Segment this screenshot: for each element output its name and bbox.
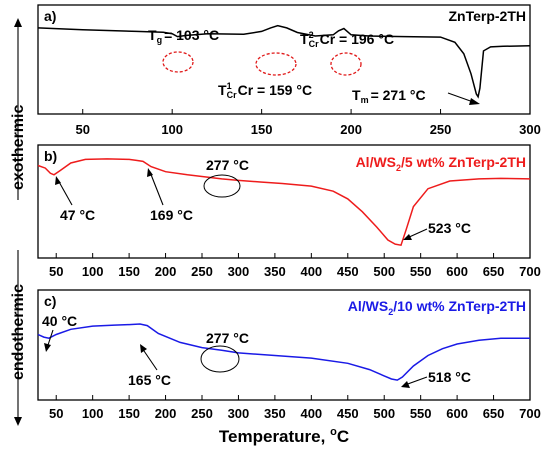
panel-b-169-annotation: 169 °C (150, 207, 193, 223)
panel-b-523-arrow (406, 228, 428, 239)
x-tick-label: 600 (446, 406, 468, 421)
x-tick-label: 350 (264, 406, 286, 421)
x-tick-label: 200 (155, 264, 177, 279)
x-tick-label: 150 (118, 264, 140, 279)
panel-b-277-circle (203, 174, 241, 198)
x-tick-label: 100 (161, 122, 183, 137)
panel-b-47-annotation: 47 °C (60, 207, 95, 223)
panel-c-label: c) (44, 293, 56, 309)
panel-c-518-arrowhead (401, 381, 410, 388)
tcr1-annotation: T1 CrCr = 159 °C (218, 81, 312, 100)
x-tick-label: 500 (373, 264, 395, 279)
panel-b-label: b) (44, 148, 57, 164)
panel-a-label: a) (44, 8, 56, 24)
x-tick-label: 300 (228, 264, 250, 279)
panel-b: b) Al/WS2/5 wt% ZnTerp-2TH 50 100 150 200 25… (37, 144, 541, 279)
panel-c-165-annotation: 165 °C (128, 372, 171, 388)
panel-a-x-ticks: 50 100 150 200 250 300 (75, 109, 541, 137)
tm-arrowhead (469, 98, 480, 105)
x-tick-label: 650 (483, 406, 505, 421)
x-tick-label: 450 (337, 406, 359, 421)
tm-annotation: Tm = 271 °C (352, 87, 426, 105)
panel-b-47-arrowhead (55, 176, 61, 185)
panel-c-legend: Al/WS2/10 wt% ZnTerp-2TH (348, 298, 526, 317)
x-tick-label: 500 (373, 406, 395, 421)
panel-b-169-arrowhead (147, 168, 153, 177)
panel-a-frame (37, 4, 531, 115)
x-tick-label: 400 (300, 406, 322, 421)
side-axis-title: exothermic endothermic (10, 18, 27, 426)
panel-c-x-ticks: 50 100 150 200 250 300 350 400 450 500 550 600 650 70… (49, 395, 541, 421)
x-tick-label: 550 (410, 406, 432, 421)
exothermic-label: exothermic (10, 105, 27, 190)
x-tick-label: 550 (410, 264, 432, 279)
panel-b-legend: Al/WS2/5 wt% ZnTerp-2TH (356, 154, 526, 173)
panel-c: c) Al/WS2/10 wt% ZnTerp-2TH 50 100 150 200 2… (37, 289, 541, 421)
tcr1-marker-circle (255, 52, 297, 76)
panel-c-518-annotation: 518 °C (428, 369, 471, 385)
x-tick-label: 250 (191, 264, 213, 279)
panel-c-277-circle (200, 345, 240, 373)
panel-a: a) ZnTerp-2TH 50 100 150 200 250 300 Tg = 103 … (37, 4, 541, 137)
x-tick-label: 250 (191, 406, 213, 421)
panel-b-47-arrow (57, 179, 73, 206)
x-tick-label: 50 (49, 406, 63, 421)
panel-b-dsc-curve (37, 158, 531, 247)
panel-a-legend: ZnTerp-2TH (448, 8, 526, 24)
x-tick-label: 400 (300, 264, 322, 279)
x-tick-label: 100 (82, 264, 104, 279)
x-tick-label: 200 (155, 406, 177, 421)
x-tick-label: 300 (228, 406, 250, 421)
x-tick-label: 350 (264, 264, 286, 279)
x-tick-label: 450 (337, 264, 359, 279)
panel-c-277-annotation: 277 °C (206, 330, 249, 346)
panel-b-169-arrow (149, 171, 164, 206)
x-tick-label: 650 (483, 264, 505, 279)
panel-b-x-ticks: 50 100 150 200 250 300 350 400 450 500 550 600 650 70… (49, 253, 541, 279)
tcr2-marker-circle (330, 52, 362, 76)
panel-c-518-arrow (404, 376, 428, 386)
panel-c-dsc-curve (37, 323, 530, 381)
x-tick-label: 50 (49, 264, 63, 279)
tg-marker-circle (162, 51, 194, 73)
panel-b-277-annotation: 277 °C (206, 157, 249, 173)
endothermic-arrowhead (14, 417, 22, 426)
tcr2-annotation: T2 CrCr = 196 °C (300, 30, 394, 49)
x-tick-label: 700 (519, 264, 541, 279)
panel-c-40-annotation: 40 °C (42, 313, 77, 329)
x-tick-label: 200 (340, 122, 362, 137)
x-axis-title: Temperature, oC (219, 426, 349, 446)
x-tick-label: 50 (75, 122, 89, 137)
panel-c-165-arrow (141, 347, 158, 371)
panel-b-523-arrowhead (403, 234, 412, 240)
panel-b-frame (37, 144, 531, 259)
tg-annotation: Tg = 103 °C (148, 27, 219, 45)
panel-c-165-arrowhead (140, 344, 147, 353)
panel-c-frame (37, 289, 531, 401)
x-tick-label: 150 (118, 406, 140, 421)
x-tick-label: 600 (446, 264, 468, 279)
x-tick-label: 100 (82, 406, 104, 421)
x-tick-label: 300 (519, 122, 541, 137)
exothermic-arrowhead (14, 18, 22, 27)
x-tick-label: 150 (251, 122, 273, 137)
panel-c-40-arrowhead (44, 343, 51, 352)
x-tick-label: 250 (430, 122, 452, 137)
x-tick-label: 700 (519, 406, 541, 421)
panel-b-523-annotation: 523 °C (428, 220, 471, 236)
panel-a-dsc-curve (37, 24, 531, 99)
